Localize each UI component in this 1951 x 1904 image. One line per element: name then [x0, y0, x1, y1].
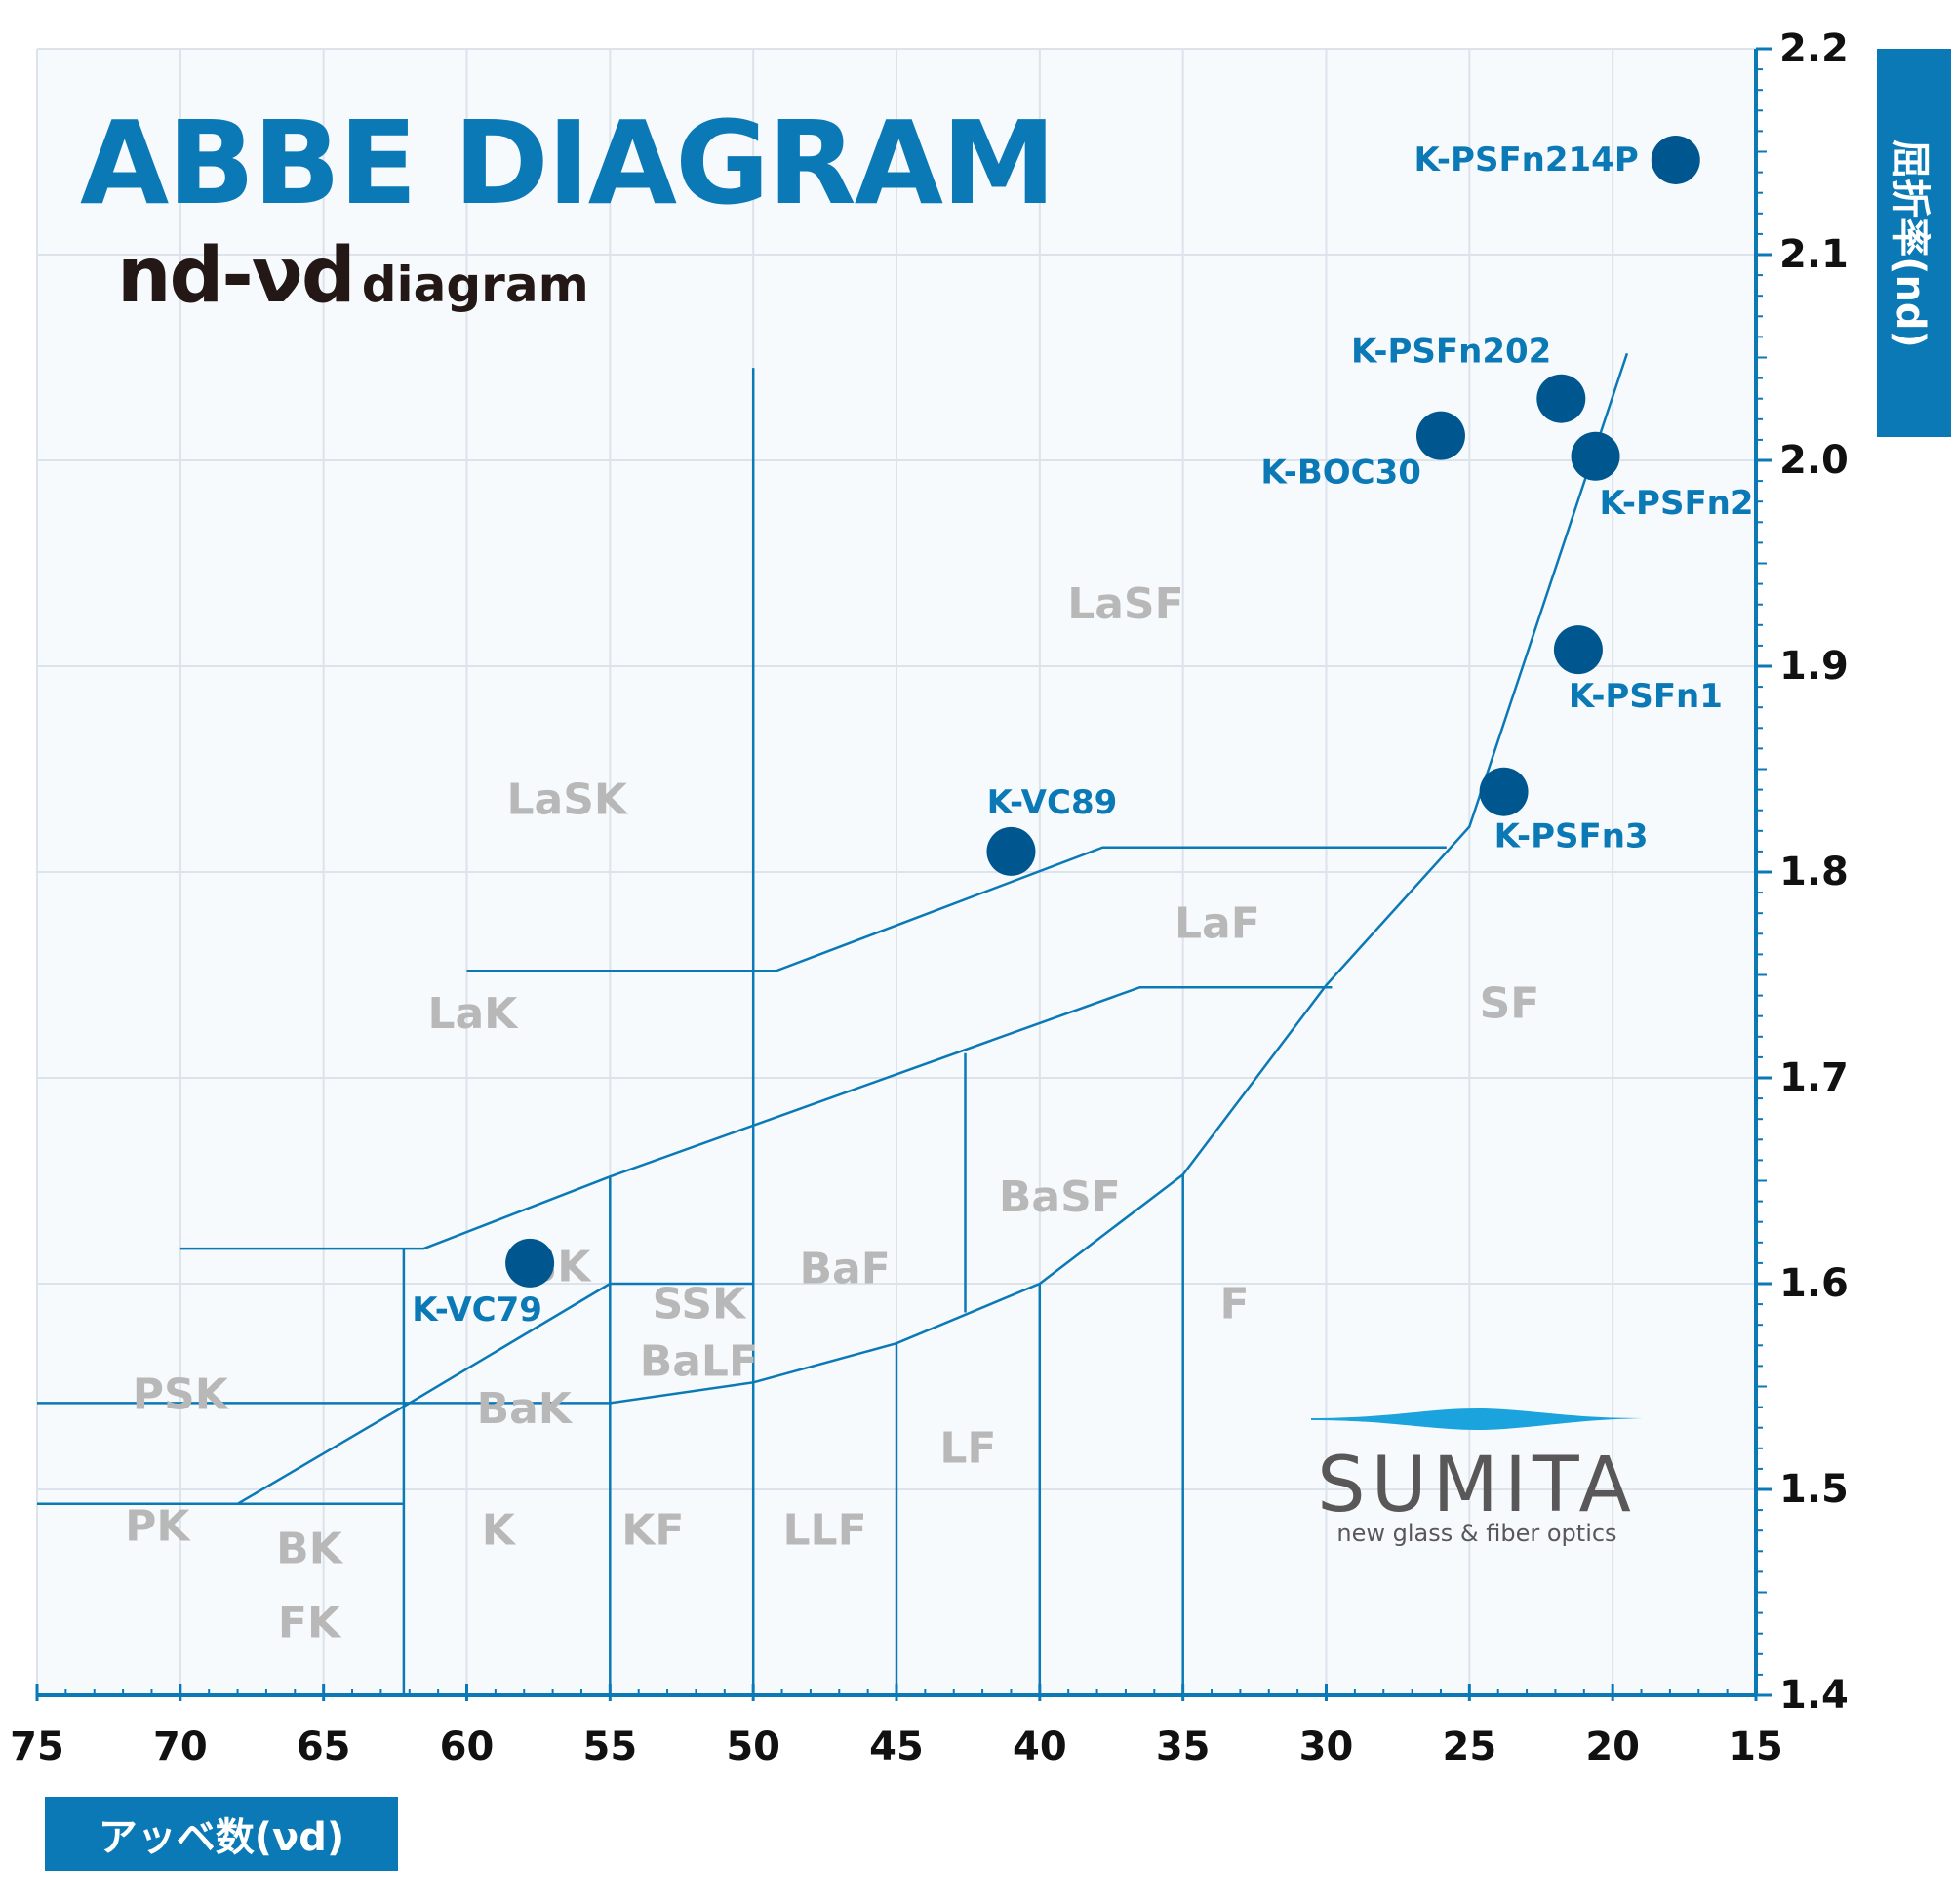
x-tick-label: 55: [582, 1725, 637, 1769]
region-label: SF: [1480, 979, 1540, 1029]
x-tick-label: 60: [440, 1725, 495, 1769]
x-tick-label: 75: [10, 1725, 64, 1769]
data-point-label: K-PSFn1: [1569, 677, 1723, 716]
x-tick-label: 25: [1442, 1725, 1496, 1769]
subtitle-main: nd-νd: [117, 232, 356, 320]
data-point-label: K-BOC30: [1260, 454, 1421, 493]
region-label: LaSK: [507, 775, 629, 825]
data-point-label: K-PSFn214P: [1414, 140, 1639, 179]
x-tick-label: 45: [869, 1725, 924, 1769]
y-tick-label: 1.9: [1779, 644, 1849, 689]
data-point-label: K-VC79: [412, 1290, 542, 1329]
region-label: K: [482, 1506, 517, 1556]
data-point: [505, 1238, 555, 1288]
y-tick-label: 2.1: [1779, 232, 1849, 277]
data-point: [1651, 135, 1700, 184]
y-tick-label: 1.7: [1779, 1055, 1849, 1100]
region-label: LLF: [783, 1506, 867, 1556]
region-label: BaSF: [999, 1172, 1121, 1222]
data-point: [1553, 625, 1603, 675]
data-point: [986, 826, 1036, 876]
x-tick-label: 50: [726, 1725, 780, 1769]
region-label: FK: [278, 1599, 342, 1648]
x-tick-label: 35: [1156, 1725, 1211, 1769]
data-point-label: K-PSFn2: [1600, 484, 1754, 523]
y-tick-label: 1.6: [1779, 1261, 1849, 1306]
y-axis-label-box: [1877, 49, 1951, 437]
data-point: [1536, 374, 1586, 423]
region-label: LaF: [1175, 898, 1260, 948]
data-point: [1479, 767, 1529, 816]
region-label: LaSF: [1067, 579, 1183, 629]
region-label: PK: [125, 1501, 191, 1551]
logo-wave-icon: [1311, 1408, 1643, 1430]
x-tick-label: 70: [153, 1725, 208, 1769]
region-label: KF: [621, 1506, 684, 1556]
region-label: LaK: [427, 989, 519, 1039]
subtitle-small: diagram: [361, 257, 589, 313]
y-tick-label: 1.5: [1779, 1467, 1849, 1512]
x-axis-label: アッベ数(νd): [45, 1797, 398, 1871]
logo-tagline: new glass & fiber optics: [1336, 1520, 1617, 1547]
data-point: [1415, 411, 1465, 460]
y-axis-label: 屈折率(nd): [1888, 139, 1932, 348]
x-tick-label: 65: [297, 1725, 351, 1769]
region-label: F: [1219, 1280, 1249, 1329]
data-point-label: K-PSFn3: [1494, 817, 1649, 856]
region-boundary: [409, 1282, 611, 1405]
logo-name: SUMITA: [1317, 1442, 1637, 1529]
data-point: [1571, 431, 1620, 481]
region-label: BK: [276, 1525, 344, 1574]
data-point-label: K-PSFn202: [1351, 333, 1551, 372]
x-tick-label: 15: [1729, 1725, 1783, 1769]
data-point-label: K-VC89: [987, 783, 1118, 822]
region-label: BaK: [477, 1384, 574, 1434]
x-tick-label: 20: [1585, 1725, 1640, 1769]
x-tick-label: 30: [1299, 1725, 1354, 1769]
region-label: BaF: [799, 1245, 890, 1294]
y-tick-label: 2.2: [1779, 26, 1849, 71]
y-tick-label: 1.8: [1779, 850, 1849, 894]
region-label: LF: [939, 1423, 996, 1473]
region-label: BaLF: [640, 1337, 758, 1387]
y-tick-label: 2.0: [1779, 438, 1849, 483]
sumita-logo: SUMITA new glass & fiber optics: [1311, 1405, 1643, 1551]
region-label: SSK: [653, 1280, 747, 1329]
chart-subtitle: nd-νd diagram: [117, 232, 589, 320]
region-boundary: [236, 352, 1629, 1505]
page-title: ABBE DIAGRAM: [80, 96, 1056, 230]
region-label: PSK: [133, 1369, 230, 1419]
region-boundary: [466, 846, 1447, 972]
y-tick-label: 1.4: [1779, 1673, 1849, 1718]
x-tick-label: 40: [1013, 1725, 1067, 1769]
